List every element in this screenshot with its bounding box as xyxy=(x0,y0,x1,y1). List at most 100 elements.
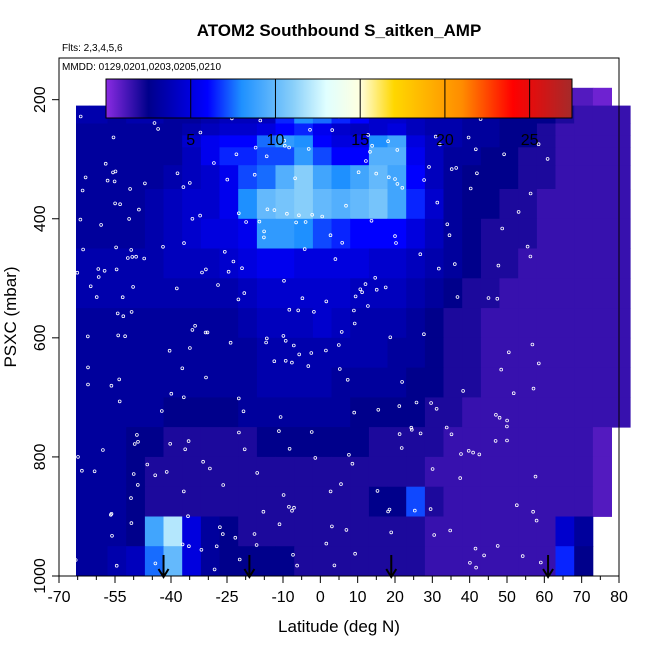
sample-dot xyxy=(368,150,372,154)
sample-dot xyxy=(435,200,440,205)
sample-dot xyxy=(339,330,344,334)
heatmap-cell xyxy=(219,147,239,166)
heatmap-cell xyxy=(592,427,612,458)
turn-arrow xyxy=(157,555,170,579)
sample-dot xyxy=(127,217,131,221)
heatmap-cell xyxy=(424,427,444,458)
heatmap-cell xyxy=(592,218,612,249)
heatmap-cell xyxy=(107,278,127,309)
heatmap-cell xyxy=(462,189,482,220)
heatmap-cell xyxy=(256,308,276,339)
heatmap-cell xyxy=(462,367,482,398)
sample-dot xyxy=(143,181,147,186)
sample-dot xyxy=(175,171,180,176)
heatmap-cell xyxy=(238,367,258,398)
sample-dot xyxy=(73,558,78,562)
heatmap-cell xyxy=(312,397,332,428)
heatmap-cell xyxy=(126,546,146,577)
sample-dot xyxy=(444,425,449,430)
heatmap-cell xyxy=(499,516,519,547)
sample-dot xyxy=(393,177,397,181)
heatmap-cell xyxy=(275,248,295,279)
sample-dot xyxy=(118,202,122,207)
heatmap-cell xyxy=(518,218,538,249)
heatmap-cell xyxy=(368,135,388,148)
heatmap-cell xyxy=(443,308,463,339)
sample-dot xyxy=(528,191,533,196)
sample-dot xyxy=(473,147,478,152)
sample-dot xyxy=(531,386,536,391)
heatmap-cell xyxy=(88,337,108,368)
heatmap-cell xyxy=(294,248,314,279)
sample-dot xyxy=(161,245,165,249)
sample-dot xyxy=(290,508,294,513)
heatmap-cell xyxy=(592,486,612,517)
heatmap-cell xyxy=(462,218,482,249)
sample-dot xyxy=(112,179,117,184)
sample-dot xyxy=(497,415,502,420)
sample-dot xyxy=(204,375,208,380)
heatmap-cell xyxy=(480,456,500,488)
sample-dot xyxy=(277,429,281,433)
heatmap-cell xyxy=(536,456,556,488)
heatmap-cell xyxy=(238,486,258,517)
heatmap-cell xyxy=(443,165,463,190)
heatmap-cell xyxy=(76,397,90,428)
sample-dot xyxy=(200,270,204,275)
sample-dot xyxy=(80,188,85,193)
heatmap-cell xyxy=(88,427,108,458)
sample-dot xyxy=(328,233,333,238)
heatmap-cell xyxy=(462,248,482,279)
heatmap-cell xyxy=(499,135,519,148)
sample-dot xyxy=(128,187,132,191)
sample-dot xyxy=(182,395,186,400)
heatmap-cell xyxy=(406,248,426,279)
heatmap-cell xyxy=(182,546,202,577)
sample-dot xyxy=(505,418,509,423)
heatmap-cell xyxy=(163,248,183,279)
heatmap-cell xyxy=(200,165,220,190)
sample-dot xyxy=(364,159,368,163)
heatmap-cell xyxy=(182,397,202,428)
sample-dot xyxy=(499,367,504,372)
sample-dot xyxy=(330,128,335,132)
sample-dot xyxy=(369,219,374,223)
heatmap-cell xyxy=(238,147,258,166)
sample-dot xyxy=(257,219,262,224)
heatmap-cell xyxy=(555,218,575,249)
sample-dot xyxy=(427,165,431,169)
heatmap-cell xyxy=(499,308,519,339)
heatmap-cell xyxy=(462,278,482,309)
heatmap-cell xyxy=(424,189,444,220)
sample-dot xyxy=(78,217,83,222)
heatmap-cell xyxy=(76,367,90,398)
heatmap-cell xyxy=(555,516,575,547)
heatmap-cell xyxy=(350,218,370,249)
heatmap-cell xyxy=(163,486,183,517)
heatmap-cell xyxy=(331,456,351,488)
sample-dot xyxy=(186,514,190,518)
sample-dot xyxy=(434,406,439,411)
sample-dot xyxy=(281,334,286,338)
heatmap-cell xyxy=(443,486,463,517)
heatmap-cell xyxy=(331,189,351,220)
heatmap-cell xyxy=(518,546,538,577)
heatmap-cell xyxy=(312,546,332,577)
sample-dot xyxy=(400,380,404,384)
x-axis: -70 -55 -40 -25 -10 0 10 20 30 40 50 60 70 80 xyxy=(47,575,628,606)
heatmap-cell xyxy=(312,308,332,339)
heatmap-cell xyxy=(462,337,482,368)
heatmap-cell xyxy=(499,367,519,398)
heatmap-cell xyxy=(480,427,500,458)
sample-dot xyxy=(459,452,463,456)
sample-dot xyxy=(135,433,139,437)
heatmap-cell xyxy=(518,337,538,368)
heatmap-cell xyxy=(238,308,258,339)
sample-dot xyxy=(86,382,90,387)
sample-dot xyxy=(428,507,433,511)
sample-dot xyxy=(287,446,292,451)
heatmap-cell xyxy=(443,397,463,428)
sample-dot xyxy=(534,518,539,523)
sample-dot xyxy=(234,152,239,157)
sample-dot xyxy=(205,330,210,335)
